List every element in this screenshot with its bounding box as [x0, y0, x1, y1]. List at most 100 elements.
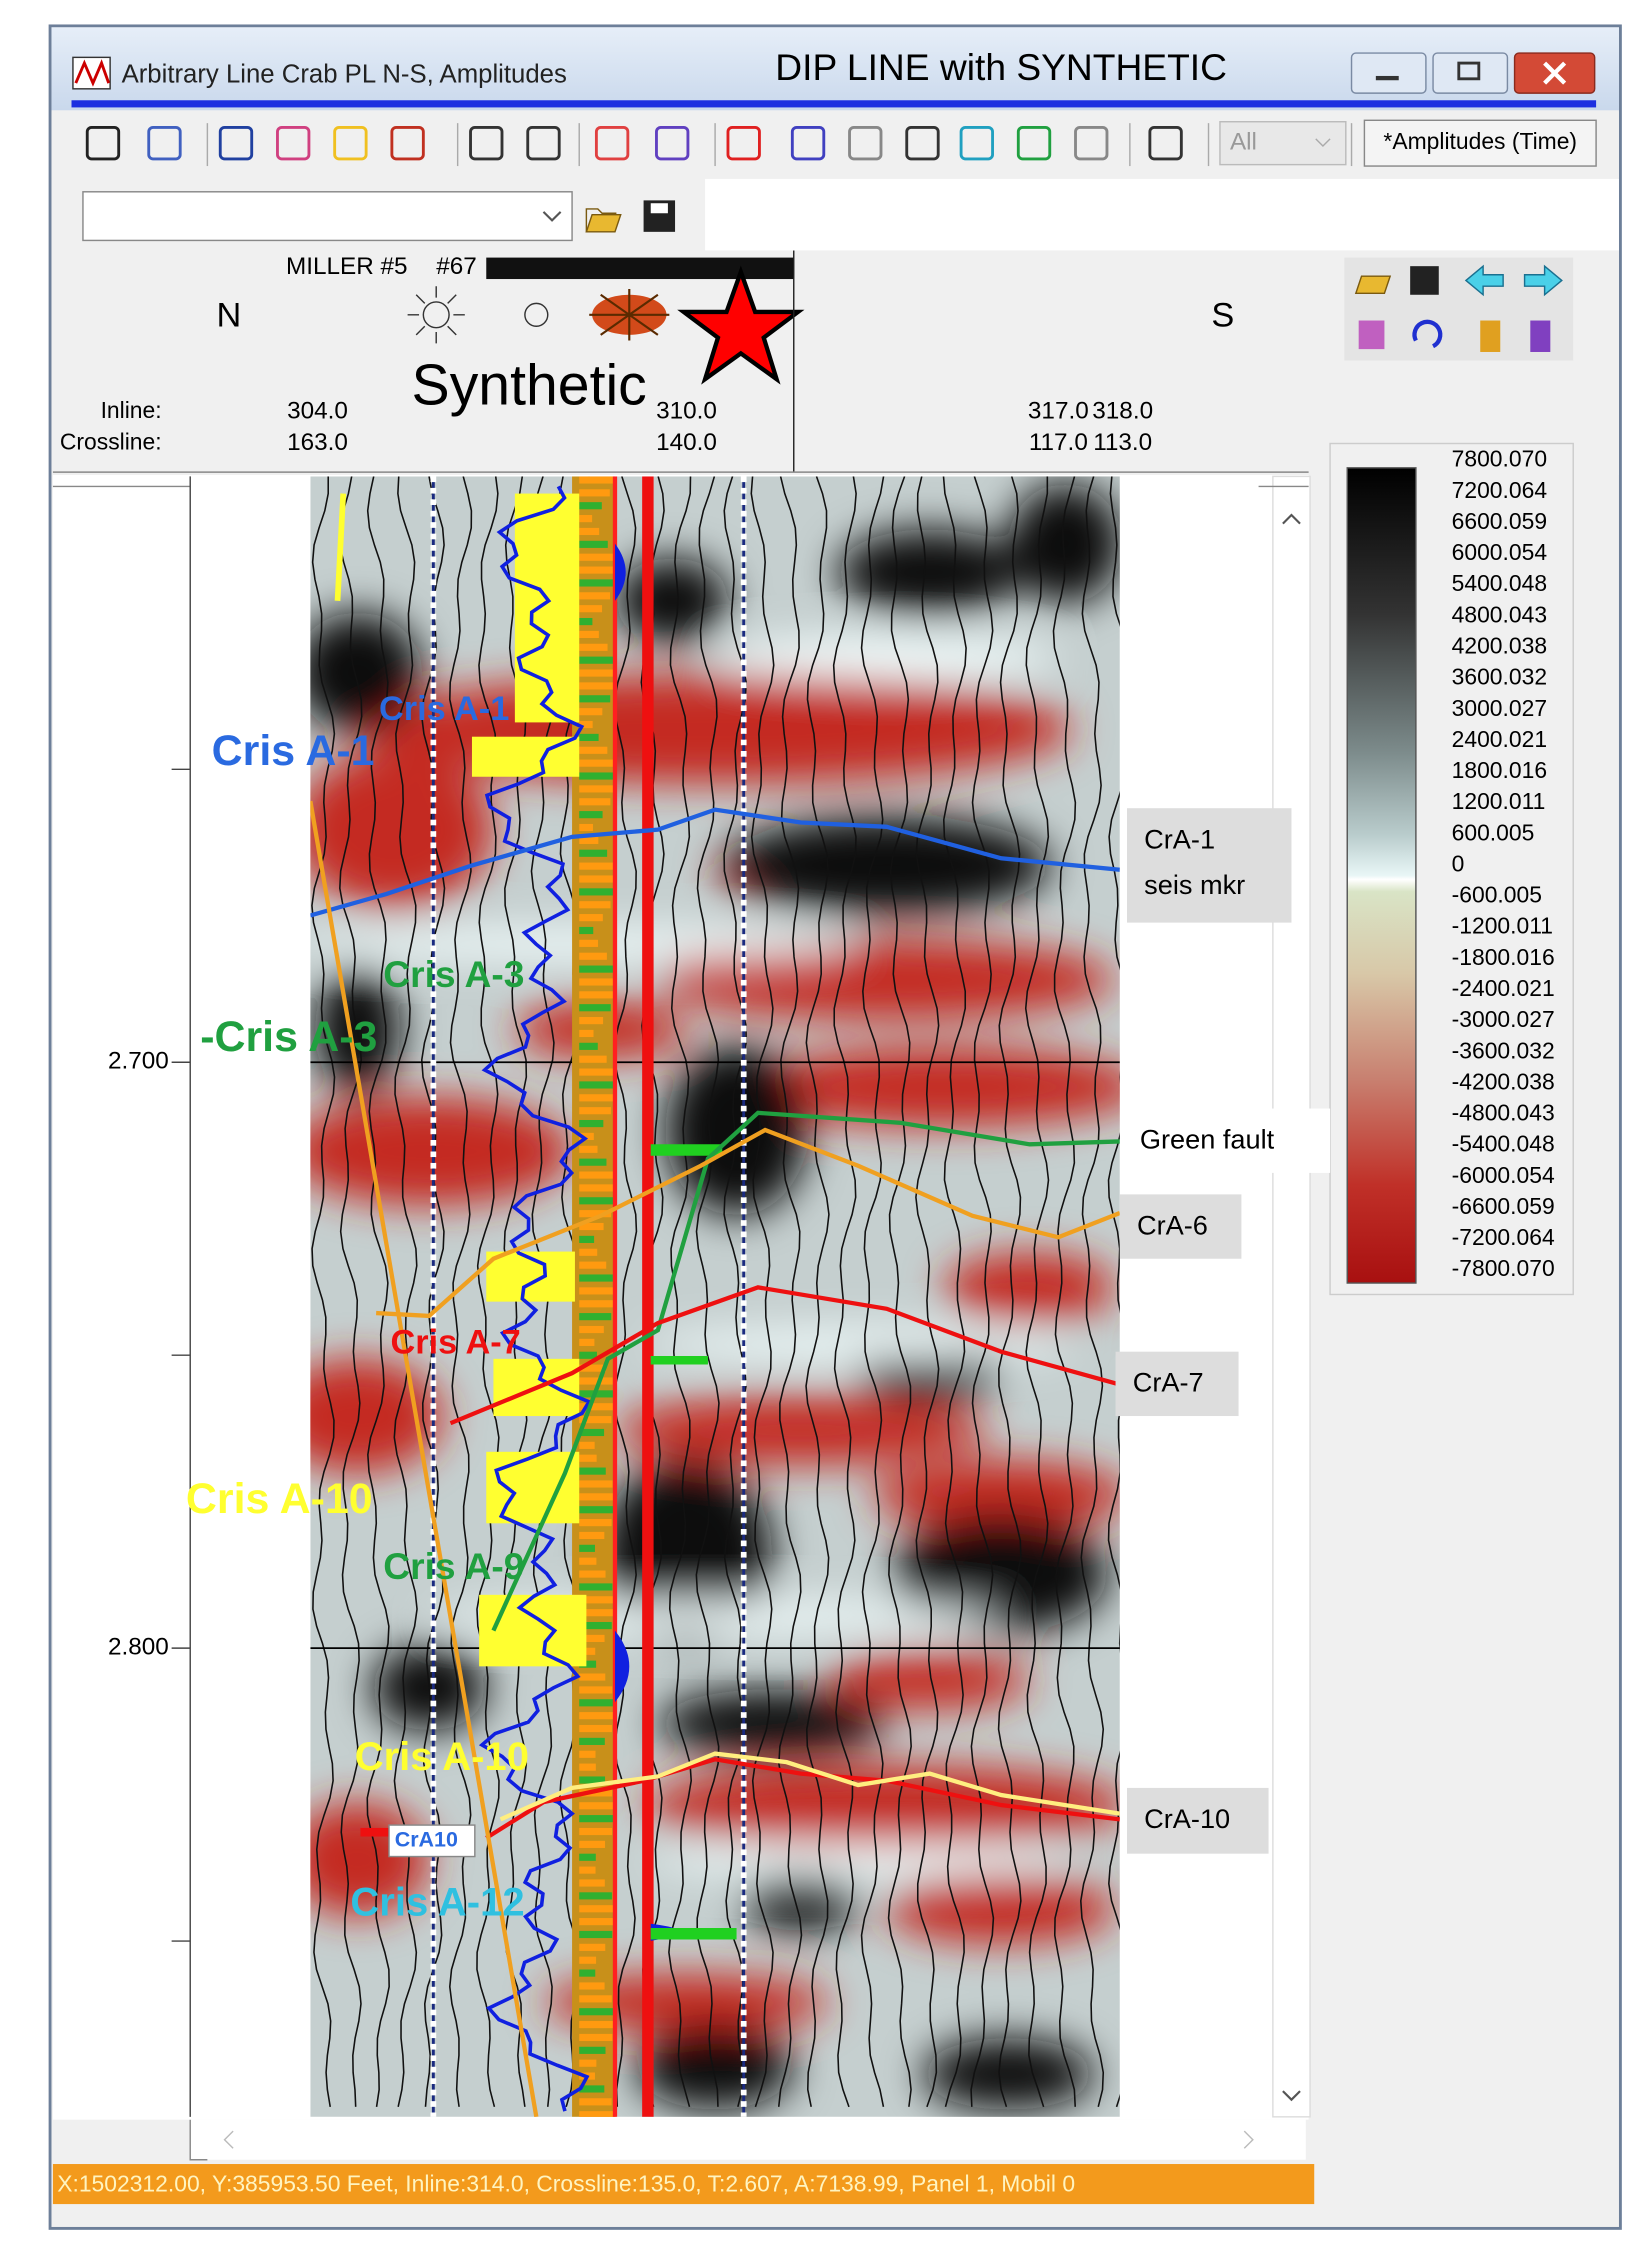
log-bar [579, 1467, 606, 1475]
log-bar [579, 515, 593, 523]
panel-undo[interactable] [1412, 319, 1443, 349]
panel-save[interactable] [1410, 266, 1439, 295]
log-bar [579, 1750, 596, 1758]
toolbar-button[interactable] [790, 126, 826, 161]
toolbar-button[interactable] [526, 126, 561, 161]
decoration [478, 485, 592, 2112]
well-name: MILLER #5 [286, 253, 408, 280]
toolbar-button[interactable] [848, 126, 883, 161]
decoration [514, 493, 580, 723]
log-bar [579, 1454, 597, 1462]
log-bar [579, 1853, 596, 1861]
horizon-cra7 [449, 1285, 1120, 1426]
log-bar [579, 1300, 616, 1308]
open-icon[interactable] [585, 208, 622, 233]
toolbar-button[interactable] [469, 126, 504, 161]
overlay-title: DIP LINE with SYNTHETIC [775, 46, 1227, 88]
black-amplitude [614, 557, 730, 644]
log-bar [579, 2008, 616, 2016]
red-amplitude [643, 1765, 1120, 1846]
hscroll-edge [189, 2119, 208, 2161]
toolbar-button[interactable] [959, 126, 994, 161]
log-bar [579, 579, 616, 587]
log-bar [579, 1840, 606, 1848]
combobox[interactable] [82, 191, 573, 242]
toolbar-button[interactable] [726, 126, 761, 161]
horizon-label: Cris A-7 [390, 1324, 520, 1362]
attribute-button[interactable] [1363, 119, 1597, 167]
scroll-left[interactable] [223, 2130, 234, 2149]
panel-right[interactable] [1523, 264, 1563, 297]
horizon-cra1 [310, 807, 1120, 918]
log-bar [579, 1802, 616, 1810]
log-bar [579, 1737, 605, 1745]
black-amplitude [1008, 483, 1120, 604]
minimize-button[interactable] [1350, 52, 1427, 94]
panel-up[interactable] [1530, 320, 1551, 352]
toolbar-button[interactable] [594, 126, 630, 161]
decoration: Inline: Crossline: [60, 397, 162, 454]
log-bar [579, 1390, 617, 1398]
log-bar [579, 1724, 612, 1733]
black-amplitude [310, 612, 422, 733]
toolbar-button[interactable] [218, 126, 254, 161]
panel-down[interactable] [1480, 320, 1501, 352]
toolbar-button[interactable] [1074, 126, 1109, 161]
log-bar [579, 592, 611, 600]
panel-left[interactable] [1464, 264, 1504, 297]
horizon-label: CrA10 [395, 1827, 458, 1851]
log-bar [579, 1570, 606, 1578]
toolbar-button[interactable] [390, 126, 425, 161]
wiggle-trace [915, 476, 940, 2108]
log-bar [579, 785, 616, 793]
log-bar [579, 1274, 613, 1282]
save-icon[interactable] [643, 200, 676, 232]
toolbar-button[interactable] [905, 126, 940, 161]
combobox-arrow [542, 211, 562, 222]
log-bar [579, 1943, 606, 1951]
toolbar-button[interactable] [85, 126, 121, 161]
wiggle-trace [887, 476, 912, 2107]
maximize-button[interactable] [1432, 52, 1509, 94]
log-bar [579, 1647, 596, 1655]
trace-inline: 310.0 [656, 397, 717, 424]
title-underline [71, 100, 1597, 108]
toolbar [51, 111, 1619, 178]
minimize-icon [1375, 75, 1399, 81]
scroll-right[interactable] [1243, 2130, 1254, 2149]
log-bar [579, 1776, 606, 1784]
horizontal-scrollbar[interactable] [190, 2119, 1306, 2160]
log-bar [579, 2098, 612, 2106]
log-bar [579, 1892, 612, 1900]
panel-colors[interactable] [1358, 320, 1385, 350]
scroll-down[interactable] [1282, 2090, 1301, 2102]
annotation-text: CrA-6 [1137, 1209, 1208, 1240]
color-scale-label: -6600.059 [1452, 1193, 1555, 1219]
log-bar [579, 476, 615, 484]
panel-open[interactable] [1354, 275, 1392, 295]
toolbar-button[interactable] [655, 126, 690, 161]
log-bar [579, 630, 599, 639]
wiggle-trace [805, 476, 830, 2107]
log-bar [579, 617, 593, 626]
log-bar [579, 1171, 614, 1179]
log-bar [579, 836, 599, 844]
log-bar [579, 1815, 616, 1823]
wiggle-trace [1080, 476, 1105, 2108]
log-bar [579, 1377, 613, 1385]
toolbar-button[interactable] [1148, 126, 1183, 161]
toolbar-button[interactable] [147, 126, 182, 161]
toolbar-button[interactable] [276, 126, 311, 161]
color-scale-label: -2400.021 [1452, 975, 1555, 1001]
toolbar-button[interactable] [333, 126, 368, 161]
color-scale-label: -7800.070 [1452, 1255, 1555, 1281]
log-bar [579, 939, 599, 947]
log-bar [579, 1094, 616, 1102]
wiggle-trace [750, 476, 775, 2108]
log-bar [579, 708, 603, 716]
toolbar-button[interactable] [1016, 126, 1052, 161]
vertical-scrollbar[interactable] [1272, 475, 1311, 2118]
log-bar [579, 1055, 607, 1063]
scroll-up[interactable] [1282, 513, 1301, 525]
